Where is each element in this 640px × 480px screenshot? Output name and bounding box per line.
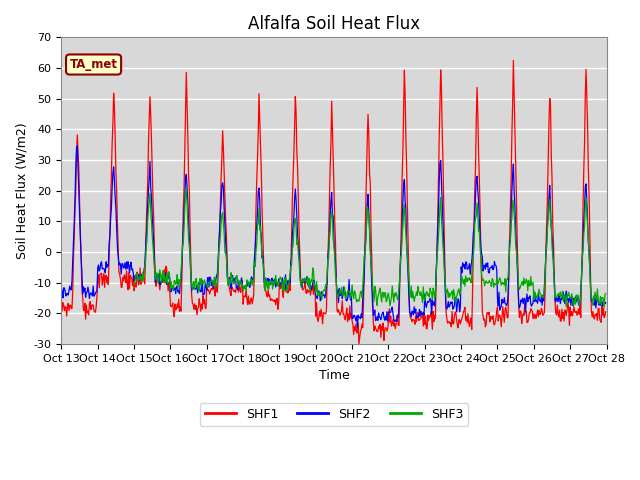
- SHF3: [207, 277, 215, 283]
- SHF1: [124, 281, 131, 287]
- Legend: SHF1, SHF2, SHF3: SHF1, SHF2, SHF3: [200, 403, 468, 426]
- SHF2: [401, 198, 409, 204]
- SHF2: [179, 228, 187, 234]
- SHF3: [602, 291, 609, 297]
- SHF2: [124, 259, 132, 264]
- SHF2: [417, 309, 425, 314]
- SHF2: [67, 287, 75, 293]
- SHF2: [74, 143, 81, 149]
- Y-axis label: Soil Heat Flux (W/m2): Soil Heat Flux (W/m2): [15, 122, 28, 259]
- SHF1: [355, 341, 363, 347]
- SHF1: [509, 58, 517, 63]
- SHF2: [353, 324, 361, 330]
- SHF1: [401, 68, 408, 73]
- SHF1: [602, 309, 609, 315]
- SHF1: [67, 306, 75, 312]
- Line: SHF1: SHF1: [61, 60, 605, 344]
- SHF1: [417, 316, 424, 322]
- SHF2: [602, 300, 609, 306]
- SHF3: [415, 290, 423, 296]
- Text: TA_met: TA_met: [70, 58, 118, 71]
- SHF2: [58, 285, 65, 291]
- SHF1: [179, 240, 186, 246]
- X-axis label: Time: Time: [319, 370, 349, 383]
- Line: SHF3: SHF3: [134, 189, 605, 307]
- SHF1: [58, 296, 65, 302]
- SHF3: [179, 244, 186, 250]
- SHF1: [207, 286, 215, 291]
- Line: SHF2: SHF2: [61, 146, 605, 327]
- Title: Alfalfa Soil Heat Flux: Alfalfa Soil Heat Flux: [248, 15, 420, 33]
- SHF3: [400, 209, 408, 215]
- SHF2: [208, 279, 216, 285]
